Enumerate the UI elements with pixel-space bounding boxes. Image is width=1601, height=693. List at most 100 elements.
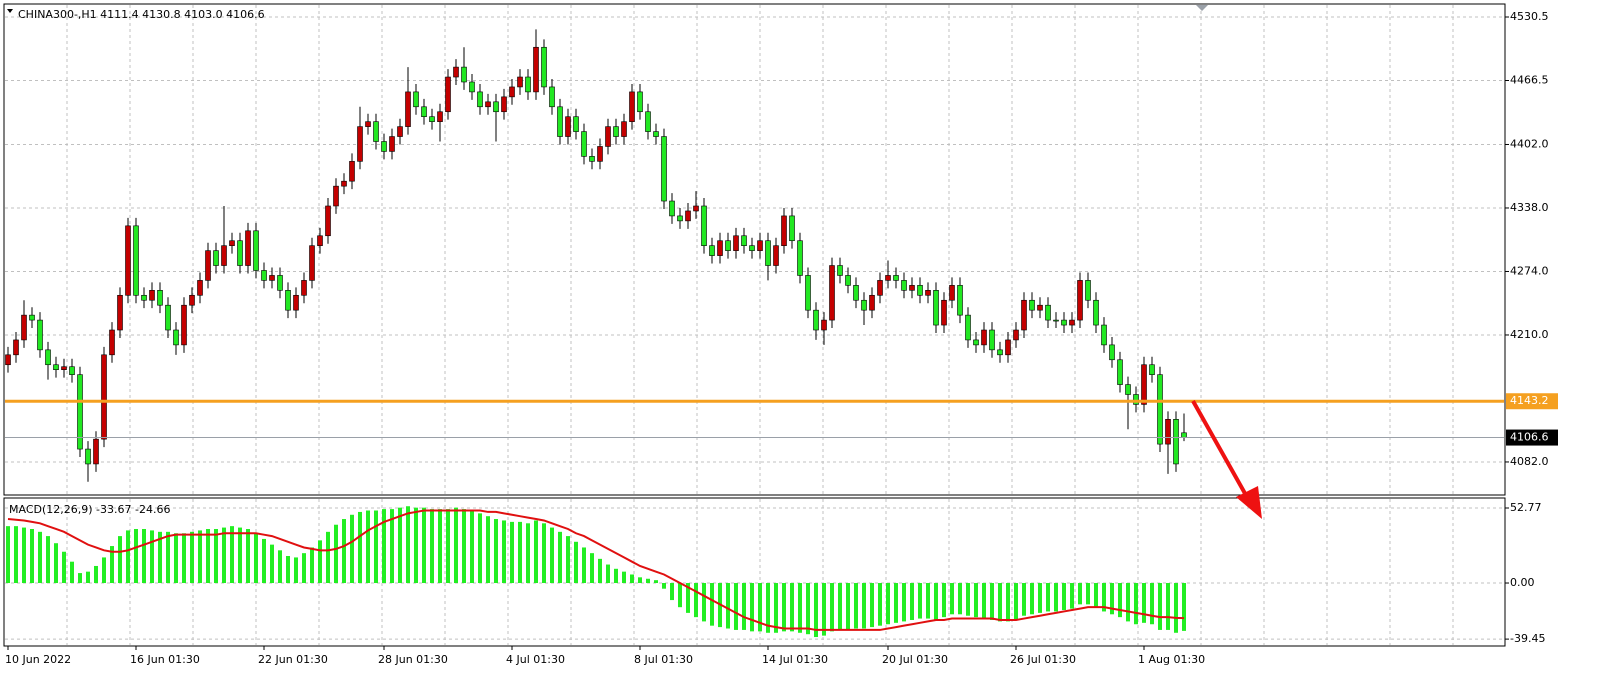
candle-body xyxy=(301,280,307,296)
y-tick-label: 4210.0 xyxy=(1510,328,1549,341)
candle-body xyxy=(701,205,707,246)
macd-bar xyxy=(726,583,730,629)
chart-title: CHINA300-,H1 4111.4 4130.8 4103.0 4106.6 xyxy=(18,8,265,21)
macd-bar xyxy=(62,551,66,584)
macd-bar xyxy=(358,511,362,584)
candle-body xyxy=(821,319,827,331)
macd-bar xyxy=(430,509,434,584)
macd-bar xyxy=(486,516,490,584)
candle-body xyxy=(1045,304,1051,321)
candle-body xyxy=(1141,364,1147,405)
macd-bar xyxy=(270,544,274,584)
macd-bar xyxy=(838,583,842,630)
x-tick-label: 22 Jun 01:30 xyxy=(258,653,328,666)
menu-icon[interactable] xyxy=(7,9,13,13)
macd-bar xyxy=(414,507,418,584)
candle-body xyxy=(397,126,403,137)
macd-bar xyxy=(566,536,570,584)
macd-bar xyxy=(1078,583,1082,605)
candle-body xyxy=(141,294,147,301)
macd-bar xyxy=(1102,583,1106,612)
candle-body xyxy=(605,126,611,147)
macd-bar xyxy=(1030,583,1034,615)
macd-bar xyxy=(1094,583,1098,608)
candle-body xyxy=(1037,304,1043,311)
candle-body xyxy=(709,245,715,256)
macd-bar xyxy=(1166,583,1170,630)
candle-body xyxy=(1133,394,1139,405)
macd-bar xyxy=(886,583,890,625)
macd-bar xyxy=(750,583,754,632)
macd-bar xyxy=(126,530,130,584)
macd-bar xyxy=(830,583,834,632)
x-tick-label: 28 Jun 01:30 xyxy=(378,653,448,666)
candle-body xyxy=(933,290,939,326)
candle-body xyxy=(813,309,819,331)
macd-bar xyxy=(110,546,114,584)
candle-body xyxy=(549,86,555,108)
macd-bar xyxy=(862,583,866,629)
candle-body xyxy=(989,329,995,351)
y-tick-label: 4082.0 xyxy=(1510,455,1549,468)
candle-body xyxy=(789,215,795,242)
candle-body xyxy=(365,121,371,127)
candle-body xyxy=(909,285,915,291)
candle-body xyxy=(1109,344,1115,361)
candle-body xyxy=(461,66,467,83)
candle-body xyxy=(693,205,699,212)
macd-bar xyxy=(1182,583,1186,631)
candle-body xyxy=(21,314,27,341)
macd-bar xyxy=(174,533,178,584)
candle-body xyxy=(877,280,883,296)
macd-bar xyxy=(806,583,810,635)
candle-body xyxy=(925,290,931,296)
shift-marker[interactable] xyxy=(1196,5,1208,11)
candle-body xyxy=(1125,384,1131,395)
macd-bar xyxy=(182,533,186,584)
candle-body xyxy=(565,116,571,137)
candle-body xyxy=(13,339,19,356)
candle-body xyxy=(341,180,347,187)
candle-body xyxy=(1093,299,1099,326)
macd-bar xyxy=(534,520,538,584)
y-tick-label: -39.45 xyxy=(1510,632,1545,645)
candle-body xyxy=(845,275,851,286)
macd-bar xyxy=(958,583,962,615)
macd-bar xyxy=(630,574,634,584)
macd-bar xyxy=(526,523,530,584)
candle-body xyxy=(1117,359,1123,385)
macd-bar xyxy=(222,527,226,584)
macd-bar xyxy=(1150,583,1154,625)
macd-bar xyxy=(446,509,450,584)
level-box xyxy=(1506,393,1558,410)
candle-body xyxy=(1173,419,1179,465)
candle-body xyxy=(997,349,1003,356)
macd-bar xyxy=(798,583,802,633)
candle-body xyxy=(325,205,331,237)
candle-body xyxy=(261,270,267,281)
macd-bar xyxy=(382,509,386,584)
x-tick-label: 14 Jul 01:30 xyxy=(762,653,828,666)
macd-bar xyxy=(1062,583,1066,611)
candle-body xyxy=(621,121,627,137)
x-tick-label: 10 Jun 2022 xyxy=(5,653,71,666)
candle-body xyxy=(573,116,579,132)
candle-body xyxy=(957,285,963,316)
level-label: 4143.2 xyxy=(1510,394,1549,407)
candle-body xyxy=(949,285,955,301)
candle-body xyxy=(749,245,755,251)
candle-body xyxy=(469,81,475,93)
candle-body xyxy=(629,91,635,122)
candle-body xyxy=(1077,280,1083,321)
candle-body xyxy=(637,91,643,113)
candle-body xyxy=(1061,319,1067,326)
macd-bar xyxy=(606,564,610,584)
candle-body xyxy=(381,141,387,152)
macd-bar xyxy=(190,531,194,584)
macd-bar xyxy=(150,530,154,584)
candle-body xyxy=(645,111,651,132)
candle-body xyxy=(69,366,75,375)
candle-body xyxy=(389,136,395,152)
macd-bar xyxy=(854,583,858,629)
candle-body xyxy=(429,116,435,122)
